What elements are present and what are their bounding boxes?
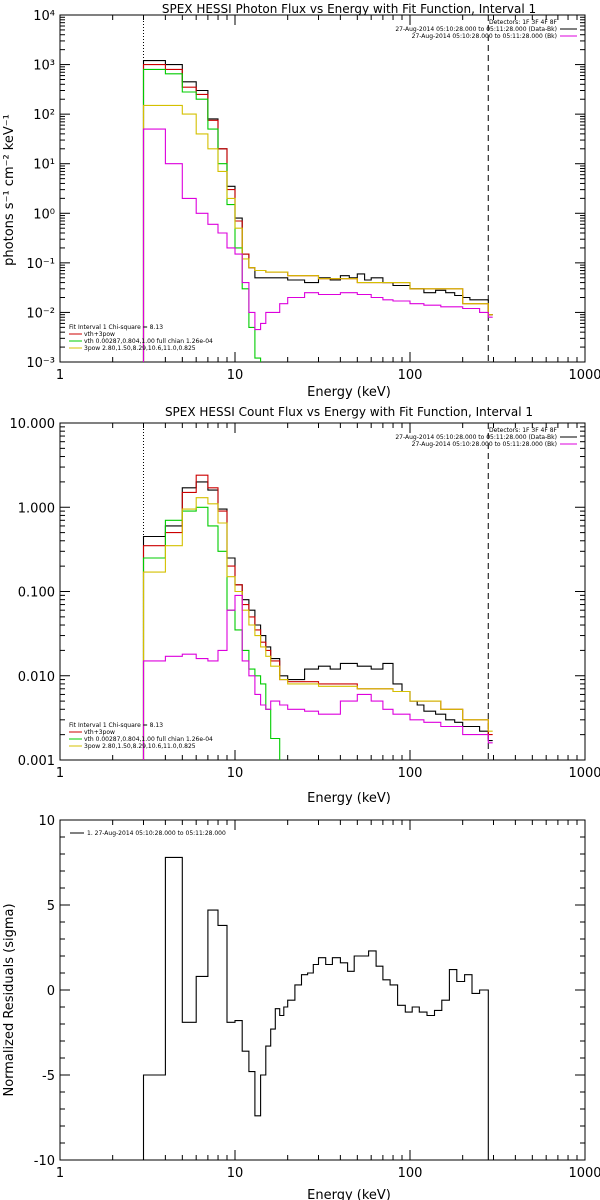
series-group xyxy=(142,856,493,1160)
legend-bottom-left-entry: vth 0.00287,0.804,1.00 full chian 1.26e-… xyxy=(84,338,213,345)
thermal-fit-series-line xyxy=(142,506,281,760)
x-tick-label: 1 xyxy=(56,368,64,383)
legend-top-right-entry: Detectors: 1F 3F 4F 8F xyxy=(489,19,558,26)
background-series-line xyxy=(142,128,493,362)
legend-bottom-left-entry: Fit Interval 1 Chi-square = 8.13 xyxy=(69,324,163,331)
series-group xyxy=(142,474,493,760)
legend-bottom-left-entry: 3pow 2.80,1.50,8.29,10.6,11.0,0.825 xyxy=(84,345,196,352)
y-tick-label: 10¹ xyxy=(33,158,55,173)
x-tick-label: 10 xyxy=(227,1166,244,1181)
powerlaw-fit-series-line xyxy=(142,497,493,760)
legend-top-left-entry: 1. 27-Aug-2014 05:10:28.000 to 05:11:28.… xyxy=(87,830,226,837)
photon-flux-xlabel: Energy (keV) xyxy=(307,385,391,400)
series-group xyxy=(142,60,493,362)
legend-bottom-left-entry: Fit Interval 1 Chi-square = 8.13 xyxy=(69,722,163,729)
legend-bottom-left-entry: 3pow 2.80,1.50,8.29,10.6,11.0,0.825 xyxy=(84,743,196,750)
x-tick-label: 100 xyxy=(398,1166,423,1181)
thermal-fit-series-line xyxy=(142,68,262,362)
legend-top-right-entry: 27-Aug-2014 05:10:28.000 to 05:11:28.000… xyxy=(395,434,557,441)
count-flux-title: SPEX HESSI Count Flux vs Energy with Fit… xyxy=(165,405,533,419)
x-tick-label: 1000 xyxy=(568,766,600,781)
y-tick-label: 0.100 xyxy=(18,586,55,601)
legend-bottom-left-entry: vth+3pow xyxy=(84,729,115,736)
y-tick-label: 1.000 xyxy=(18,501,55,516)
count-flux-xlabel: Energy (keV) xyxy=(307,791,391,806)
x-tick-label: 10 xyxy=(227,766,244,781)
y-tick-label: 10⁰ xyxy=(33,207,55,222)
y-tick-label: 0.010 xyxy=(18,670,55,685)
total-fit-series-line xyxy=(142,474,493,760)
background-series-line xyxy=(142,594,493,760)
x-tick-label: 1 xyxy=(56,766,64,781)
y-tick-label: 5 xyxy=(47,899,55,914)
plot-frame xyxy=(59,14,586,363)
y-tick-label: 0 xyxy=(47,984,55,999)
residuals-xlabel: Energy (keV) xyxy=(307,1188,391,1200)
photon-flux-title: SPEX HESSI Photon Flux vs Energy with Fi… xyxy=(162,2,536,16)
y-tick-label: 10³ xyxy=(33,59,55,74)
legend-top-right-entry: 27-Aug-2014 05:10:28.000 to 05:11:28.000… xyxy=(395,26,557,33)
legend-top-right-entry: 27-Aug-2014 05:10:28.000 to 05:11:28.000… xyxy=(412,441,557,448)
plot-frame xyxy=(59,819,586,1161)
y-tick-label: 10² xyxy=(33,108,55,123)
photon-flux-panel: SPEX HESSI Photon Flux vs Energy with Fi… xyxy=(2,2,600,400)
x-tick-label: 10 xyxy=(227,368,244,383)
x-tick-label: 100 xyxy=(398,368,423,383)
y-tick-label: 10 xyxy=(38,814,55,829)
legend-bottom-left-entry: vth+3pow xyxy=(84,331,115,338)
x-tick-label: 1000 xyxy=(568,368,600,383)
y-tick-label: 10⁻¹ xyxy=(26,257,55,272)
count-flux-panel: SPEX HESSI Count Flux vs Energy with Fit… xyxy=(10,405,600,806)
legend-bottom-left-entry: vth 0.00287,0.804,1.00 full chian 1.26e-… xyxy=(84,736,213,743)
legend-top-right-entry: Detectors: 1F 3F 4F 8F xyxy=(489,427,558,434)
y-tick-label: -5 xyxy=(42,1069,55,1084)
y-tick-label: 0.001 xyxy=(18,754,55,769)
residuals-ylabel: Normalized Residuals (sigma) xyxy=(2,903,17,1096)
y-tick-label: 10⁴ xyxy=(33,9,55,24)
data-bk-series-line xyxy=(142,481,493,760)
x-tick-label: 1 xyxy=(56,1166,64,1181)
y-tick-label: 10⁻² xyxy=(26,306,55,321)
photon-flux-ylabel: photons s⁻¹ cm⁻² keV⁻¹ xyxy=(2,114,17,266)
x-tick-label: 1000 xyxy=(568,1166,600,1181)
data-bk-series-line xyxy=(142,856,493,1160)
y-tick-label: 10⁻³ xyxy=(26,356,55,371)
powerlaw-fit-series-line xyxy=(142,104,493,362)
x-tick-label: 100 xyxy=(398,766,423,781)
y-tick-label: -10 xyxy=(34,1154,55,1169)
residuals-panel: Energy (keV) Normalized Residuals (sigma… xyxy=(2,814,600,1200)
plot-frame xyxy=(59,422,586,761)
y-tick-label: 10.000 xyxy=(10,417,56,432)
legend-top-right-entry: 27-Aug-2014 05:10:28.000 to 05:11:28.000… xyxy=(412,33,557,40)
